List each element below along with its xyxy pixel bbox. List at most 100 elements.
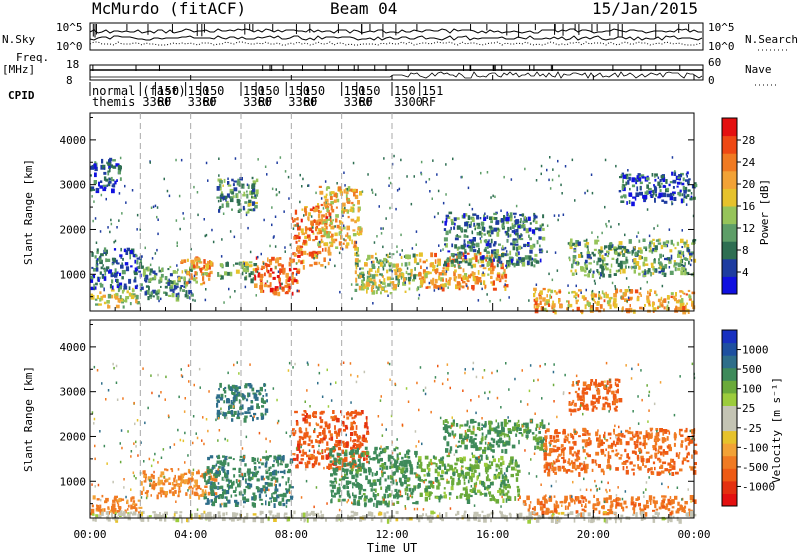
- power-cell: [361, 283, 365, 287]
- velocity-cell: [264, 482, 269, 485]
- velocity-cell: [672, 458, 675, 463]
- power-cell: [100, 266, 103, 270]
- power-noise: [183, 217, 185, 220]
- velocity-cell: [235, 479, 238, 484]
- power-cell: [615, 269, 619, 273]
- power-cell: [133, 254, 137, 258]
- power-cell: [389, 281, 393, 285]
- power-cell: [681, 266, 685, 271]
- velocity-cell: [549, 439, 554, 442]
- velocity-cell: [359, 441, 362, 444]
- power-cell: [109, 284, 112, 289]
- power-cell: [687, 289, 691, 292]
- power-cell: [661, 272, 665, 276]
- power-cell: [218, 184, 222, 188]
- velocity-cell: [358, 444, 362, 447]
- power-cell: [475, 257, 478, 263]
- power-cell: [501, 245, 504, 250]
- velocity-cell: [462, 487, 467, 491]
- velocity-cell: [350, 471, 352, 475]
- velocity-cell: [386, 502, 390, 508]
- cpid-row2: 3360: [142, 95, 171, 109]
- velocity-cell: [445, 448, 449, 453]
- velocity-cell: [630, 461, 633, 465]
- velocity-cell: [232, 397, 236, 400]
- power-cell: [481, 226, 485, 231]
- power-cell: [121, 299, 126, 303]
- velocity-cell: [461, 457, 464, 462]
- velocity-cell: [403, 459, 407, 464]
- power-noise: [429, 190, 431, 193]
- power-cell: [491, 266, 495, 271]
- power-cell: [291, 291, 294, 296]
- power-cell: [306, 253, 309, 256]
- velocity-cell: [449, 449, 452, 454]
- power-cell: [658, 270, 661, 274]
- power-cell: [94, 161, 97, 165]
- power-cell: [425, 259, 428, 262]
- velocity-cell: [132, 500, 136, 503]
- velocity-cell: [439, 460, 443, 464]
- power-cell: [358, 232, 363, 236]
- power-cell: [506, 238, 509, 243]
- velocity-cell: [597, 442, 602, 447]
- power-cell: [207, 272, 210, 278]
- power-cell: [135, 254, 138, 257]
- power-cell: [587, 273, 590, 278]
- power-cell: [315, 221, 319, 226]
- power-cell: [225, 203, 230, 208]
- power-cell: [242, 185, 245, 188]
- power-noise: [380, 281, 382, 284]
- power-cell: [285, 272, 289, 278]
- power-cell: [110, 176, 113, 182]
- power-cell: [330, 217, 332, 223]
- velocity-cell: [652, 509, 656, 512]
- velocity-cell: [456, 495, 459, 499]
- velocity-cell: [485, 454, 488, 460]
- velocity-cell: [242, 476, 244, 481]
- velocity-cell: [311, 463, 315, 466]
- power-cell: [515, 262, 520, 266]
- power-cell: [293, 279, 298, 283]
- power-cell: [327, 251, 332, 256]
- power-noise: [274, 215, 277, 218]
- velocity-cell: [223, 462, 226, 467]
- power-cell: [300, 260, 303, 265]
- power-noise: [486, 256, 489, 260]
- power-cell: [96, 187, 99, 191]
- velocity-cell: [110, 509, 114, 513]
- velocity-cell: [344, 476, 349, 479]
- velocity-cell: [239, 458, 242, 462]
- velocity-cell: [164, 494, 168, 498]
- power-cell: [442, 278, 444, 282]
- power-cell: [175, 293, 179, 297]
- power-cell: [402, 281, 407, 286]
- power-cell: [635, 263, 639, 266]
- velocity-cell: [662, 449, 665, 454]
- power-cell: [354, 258, 359, 263]
- power-noise: [382, 268, 385, 271]
- velocity-cell: [285, 489, 289, 494]
- power-cell: [611, 257, 615, 260]
- power-cell: [90, 278, 94, 283]
- power-noise: [232, 264, 235, 267]
- power-cell: [507, 226, 510, 232]
- power-cell: [444, 220, 447, 226]
- power-cell: [622, 179, 624, 184]
- velocity-cell: [273, 497, 277, 502]
- power-cell: [100, 180, 103, 183]
- power-cell: [356, 216, 360, 222]
- velocity-cell: [232, 467, 236, 471]
- power-cell: [495, 220, 500, 225]
- velocity-cell: [244, 385, 248, 389]
- power-cell: [284, 291, 289, 295]
- velocity-cell: [298, 461, 303, 465]
- velocity-cell: [475, 464, 480, 467]
- power-cell: [672, 243, 675, 247]
- power-cell: [103, 301, 107, 305]
- power-cell: [571, 263, 574, 269]
- power-cell: [552, 300, 555, 305]
- velocity-cell: [590, 440, 592, 445]
- power-cell: [341, 210, 344, 214]
- power-cell: [673, 260, 676, 263]
